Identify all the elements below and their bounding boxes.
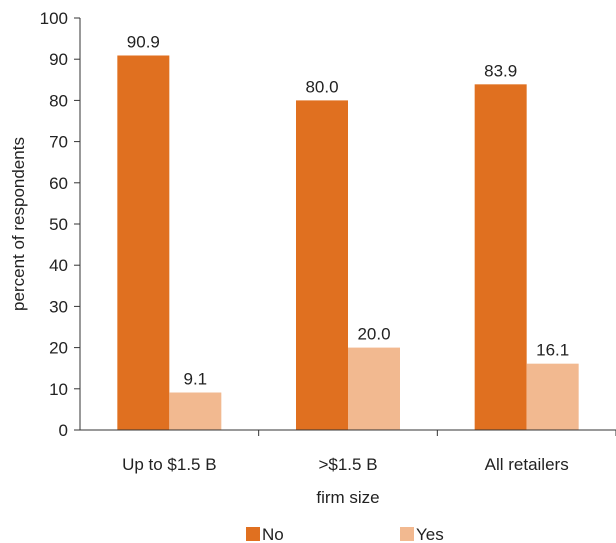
data-label-no-2: 83.9 [484, 61, 517, 80]
y-tick-label: 30 [49, 297, 68, 316]
x-category-label: Up to $1.5 B [122, 455, 217, 474]
legend-label-no: No [262, 525, 284, 543]
x-axis-title: firm size [316, 488, 379, 507]
x-category-label: >$1.5 B [318, 455, 377, 474]
y-tick-label: 90 [49, 50, 68, 69]
bars [117, 55, 579, 431]
data-label-no-1: 80.0 [305, 77, 338, 96]
y-tick-label: 0 [59, 421, 68, 440]
y-tick-label: 50 [49, 215, 68, 234]
bar-yes-1 [348, 347, 400, 430]
bar-yes-0 [169, 392, 222, 430]
y-tick-label: 10 [49, 380, 68, 399]
bar-no-0 [117, 55, 170, 430]
legend-swatch-yes [400, 527, 414, 541]
bar-no-2 [474, 84, 527, 430]
x-axis-ticks [258, 430, 616, 436]
data-label-yes-1: 20.0 [357, 325, 390, 344]
data-label-yes-0: 9.1 [184, 370, 208, 389]
legend: No Yes [246, 525, 444, 543]
y-tick-label: 40 [49, 256, 68, 275]
y-axis-title: percent of respondents [9, 137, 28, 311]
y-tick-label: 80 [49, 91, 68, 110]
bar-no-1 [296, 100, 348, 431]
data-labels: 90.9 9.1 80.0 20.0 83.9 16.1 [127, 32, 569, 388]
y-tick-label: 60 [49, 174, 68, 193]
y-tick-label: 70 [49, 133, 68, 152]
y-tick-label: 20 [49, 339, 68, 358]
y-tick-label: 100 [40, 9, 68, 28]
legend-swatch-no [246, 527, 260, 541]
bar-yes-2 [526, 363, 579, 430]
x-axis-category-labels: Up to $1.5 B >$1.5 B All retailers [122, 455, 569, 474]
y-axis-ticks: 0 10 20 30 40 50 60 70 80 90 100 [40, 9, 80, 440]
data-label-no-0: 90.9 [127, 32, 160, 51]
x-category-label: All retailers [485, 455, 569, 474]
data-label-yes-2: 16.1 [536, 341, 569, 360]
legend-label-yes: Yes [416, 525, 444, 543]
